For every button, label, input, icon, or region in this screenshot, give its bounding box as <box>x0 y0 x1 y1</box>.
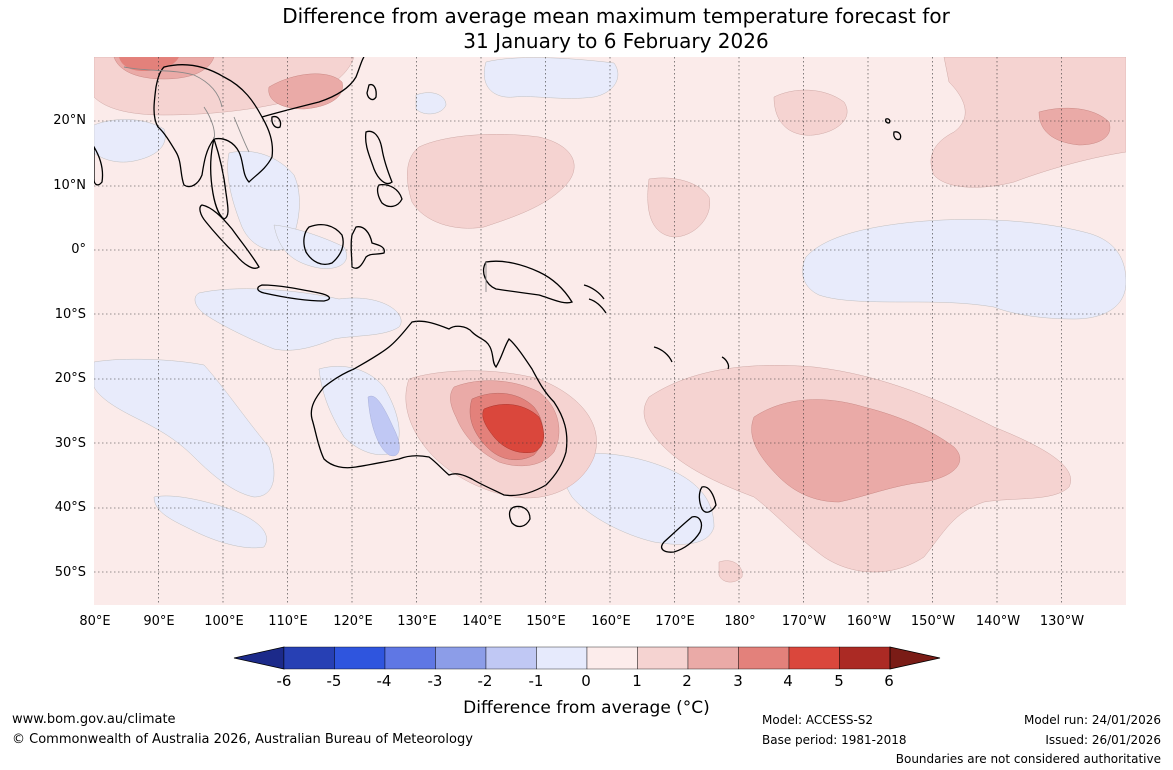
lon-label-170w: 170°W <box>781 614 827 629</box>
lon-label-130e: 130°E <box>397 614 437 629</box>
footer-model-run: Model run: 24/01/2026 <box>1023 713 1161 727</box>
colorbar-tick: -1 <box>528 672 544 690</box>
colorbar-swatch <box>738 646 790 670</box>
colorbar-swatch <box>839 646 891 670</box>
lon-label-120e: 120°E <box>333 614 373 629</box>
warm-anomaly-peak <box>482 404 544 453</box>
colorbar-tick: 0 <box>581 672 591 690</box>
cool-anomaly-core <box>367 395 400 457</box>
forecast-map <box>93 56 1127 605</box>
colorbar-swatch <box>637 646 689 670</box>
colorbar-tick: 6 <box>884 672 894 690</box>
lon-label-100e: 100°E <box>204 614 244 629</box>
lon-label-140e: 140°E <box>462 614 502 629</box>
colorbar-swatch <box>687 646 739 670</box>
colorbar-label: Difference from average (°C) <box>463 698 710 718</box>
lat-label-20s: 20°S <box>54 371 86 386</box>
lat-label-10s: 10°S <box>54 307 86 322</box>
lat-label-0: 0° <box>71 242 86 257</box>
colorbar-swatch <box>536 646 588 670</box>
graticule <box>94 57 1126 605</box>
map-title: Difference from average mean maximum tem… <box>0 4 1173 54</box>
lon-label-180: 180° <box>724 614 756 629</box>
colorbar-tick: 1 <box>632 672 642 690</box>
colorbar-tick: 5 <box>834 672 844 690</box>
lon-label-150w: 150°W <box>910 614 956 629</box>
lon-label-160e: 160°E <box>591 614 631 629</box>
colorbar-swatch <box>283 646 335 670</box>
lat-label-10n: 10°N <box>53 178 86 193</box>
lon-label-170e: 170°E <box>655 614 695 629</box>
colorbar-tick: -5 <box>326 672 342 690</box>
lat-label-40s: 40°S <box>54 500 86 515</box>
map-canvas <box>93 56 1127 605</box>
colorbar-swatches <box>233 646 941 670</box>
colorbar-swatch <box>384 646 436 670</box>
title-line-2: 31 January to 6 February 2026 <box>463 29 769 53</box>
colorbar-tick: 3 <box>733 672 743 690</box>
footer-disclaimer: Boundaries are not considered authoritat… <box>895 752 1161 766</box>
colorbar-tick: -6 <box>276 672 292 690</box>
colorbar-swatch <box>586 646 638 670</box>
colorbar-swatch <box>485 646 537 670</box>
footer-issued: Issued: 26/01/2026 <box>1045 733 1161 747</box>
lon-label-160w: 160°W <box>846 614 892 629</box>
lon-label-110e: 110°E <box>268 614 308 629</box>
footer-website: www.bom.gov.au/climate <box>12 712 176 727</box>
cool-anomaly-areas <box>93 57 1127 549</box>
lat-label-50s: 50°S <box>54 565 86 580</box>
colorbar-tick: 2 <box>682 672 692 690</box>
lon-label-80e: 80°E <box>79 614 111 629</box>
country-borders <box>123 66 487 292</box>
footer-base-period: Base period: 1981-2018 <box>762 733 907 747</box>
colorbar-tick: -2 <box>477 672 493 690</box>
colorbar-extend-high <box>889 646 941 670</box>
colorbar <box>230 644 942 694</box>
colorbar-extend-low <box>233 646 285 670</box>
footer-model: Model: ACCESS-S2 <box>762 713 874 727</box>
lon-label-140w: 140°W <box>975 614 1021 629</box>
title-line-1: Difference from average mean maximum tem… <box>282 4 950 28</box>
lat-label-30s: 30°S <box>54 436 86 451</box>
lat-label-20n: 20°N <box>53 113 86 128</box>
lon-label-150e: 150°E <box>526 614 566 629</box>
footer-copyright: © Commonwealth of Australia 2026, Austra… <box>12 732 473 747</box>
colorbar-swatch <box>788 646 840 670</box>
lon-label-130w: 130°W <box>1039 614 1085 629</box>
colorbar-tick: 4 <box>783 672 793 690</box>
colorbar-swatch <box>334 646 386 670</box>
colorbar-tick: -4 <box>376 672 392 690</box>
colorbar-swatch <box>435 646 487 670</box>
lon-label-90e: 90°E <box>143 614 175 629</box>
colorbar-tick: -3 <box>427 672 443 690</box>
